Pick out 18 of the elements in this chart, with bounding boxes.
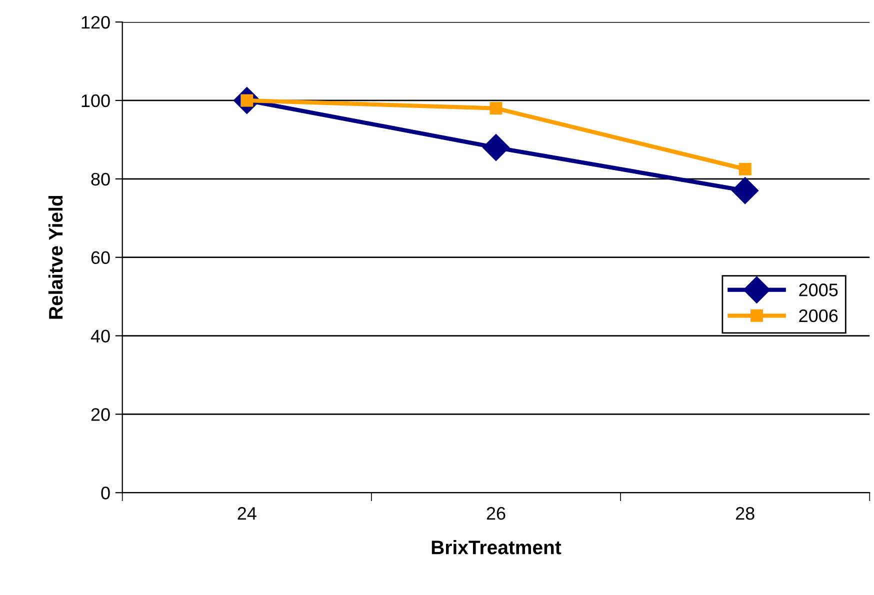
point — [732, 177, 759, 204]
x-tick-label: 28 — [736, 507, 754, 520]
point — [738, 162, 752, 176]
y-tick-label: 80 — [91, 172, 110, 186]
y-tick-label: 120 — [82, 16, 110, 29]
legend-label: 2005 — [799, 284, 838, 296]
y-tick-label: 0 — [101, 486, 110, 500]
x-tick-label: 24 — [238, 507, 256, 520]
y-tick-label: 60 — [91, 251, 110, 264]
y-tick-label: 100 — [82, 94, 110, 108]
y-tick-label: 20 — [91, 408, 110, 421]
y-tick-label: 40 — [90, 330, 110, 342]
legend-label: 2006 — [799, 309, 838, 322]
x-axis-title: BrixTreatment — [432, 540, 562, 554]
y-axis-title: Relaitve Yield — [48, 196, 63, 319]
x-tick-label: 26 — [486, 507, 506, 520]
point — [490, 102, 502, 115]
point — [482, 134, 510, 161]
